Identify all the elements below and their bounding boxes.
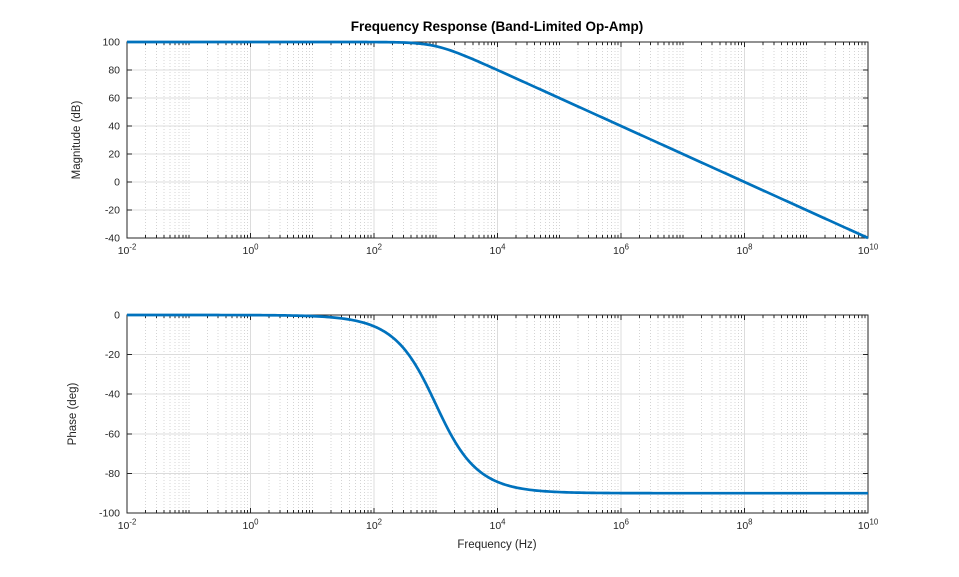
phase-x-tick-label: 10-2 <box>118 518 137 533</box>
magnitude-y-tick-label: -40 <box>105 233 120 245</box>
x-axis-label: Frequency (Hz) <box>457 539 536 551</box>
phase-x-tick-label: 102 <box>366 518 382 533</box>
magnitude-y-tick-label: 80 <box>108 65 120 77</box>
phase-axes-box <box>126 314 869 514</box>
phase-y-tick-label: -100 <box>99 508 120 520</box>
phase-y-axis-label: Phase (deg) <box>67 383 79 446</box>
phase-x-tick-label: 1010 <box>858 518 879 533</box>
magnitude-y-tick-label: 20 <box>108 149 120 161</box>
phase-x-tick-label: 100 <box>242 518 259 533</box>
magnitude-x-tick-label: 106 <box>613 243 629 258</box>
phase-x-tick-label: 104 <box>489 518 506 533</box>
phase-x-tick-label: 106 <box>613 518 629 533</box>
magnitude-y-tick-label: 100 <box>102 37 120 49</box>
magnitude-curve <box>127 40 869 240</box>
phase-y-tick-label: -40 <box>105 389 120 401</box>
phase-tick-labels: -100 -80 -60 -40 -20 0 10-2 100 102 104 106 108 1010 <box>99 310 879 533</box>
magnitude-x-tick-label: 100 <box>242 243 259 258</box>
magnitude-y-tick-label: -20 <box>105 205 120 217</box>
magnitude-y-axis-label: Magnitude (dB) <box>71 101 83 180</box>
magnitude-y-tick-label: 0 <box>114 177 120 189</box>
phase-x-tick-label: 108 <box>736 518 752 533</box>
magnitude-axes-box <box>126 41 869 239</box>
magnitude-y-tick-label: 40 <box>108 121 120 133</box>
magnitude-x-tick-label: 108 <box>736 243 752 258</box>
phase-grid <box>126 314 869 514</box>
magnitude-x-tick-label: 104 <box>489 243 506 258</box>
phase-curve <box>127 313 868 495</box>
magnitude-x-tick-label: 1010 <box>858 243 879 258</box>
magnitude-x-tick-label: 102 <box>366 243 382 258</box>
phase-y-tick-label: -80 <box>105 468 120 480</box>
phase-y-tick-label: -60 <box>105 428 120 440</box>
magnitude-tick-labels: -40 -20 0 20 40 60 80 100 10-2 100 102 104 106 108 101… <box>102 37 878 258</box>
magnitude-x-tick-label: 10-2 <box>118 243 137 258</box>
phase-y-tick-label: -20 <box>105 349 120 361</box>
magnitude-y-tick-label: 60 <box>108 93 120 105</box>
phase-y-tick-label: 0 <box>114 310 120 322</box>
chart-title: Frequency Response (Band-Limited Op-Amp) <box>351 19 644 34</box>
